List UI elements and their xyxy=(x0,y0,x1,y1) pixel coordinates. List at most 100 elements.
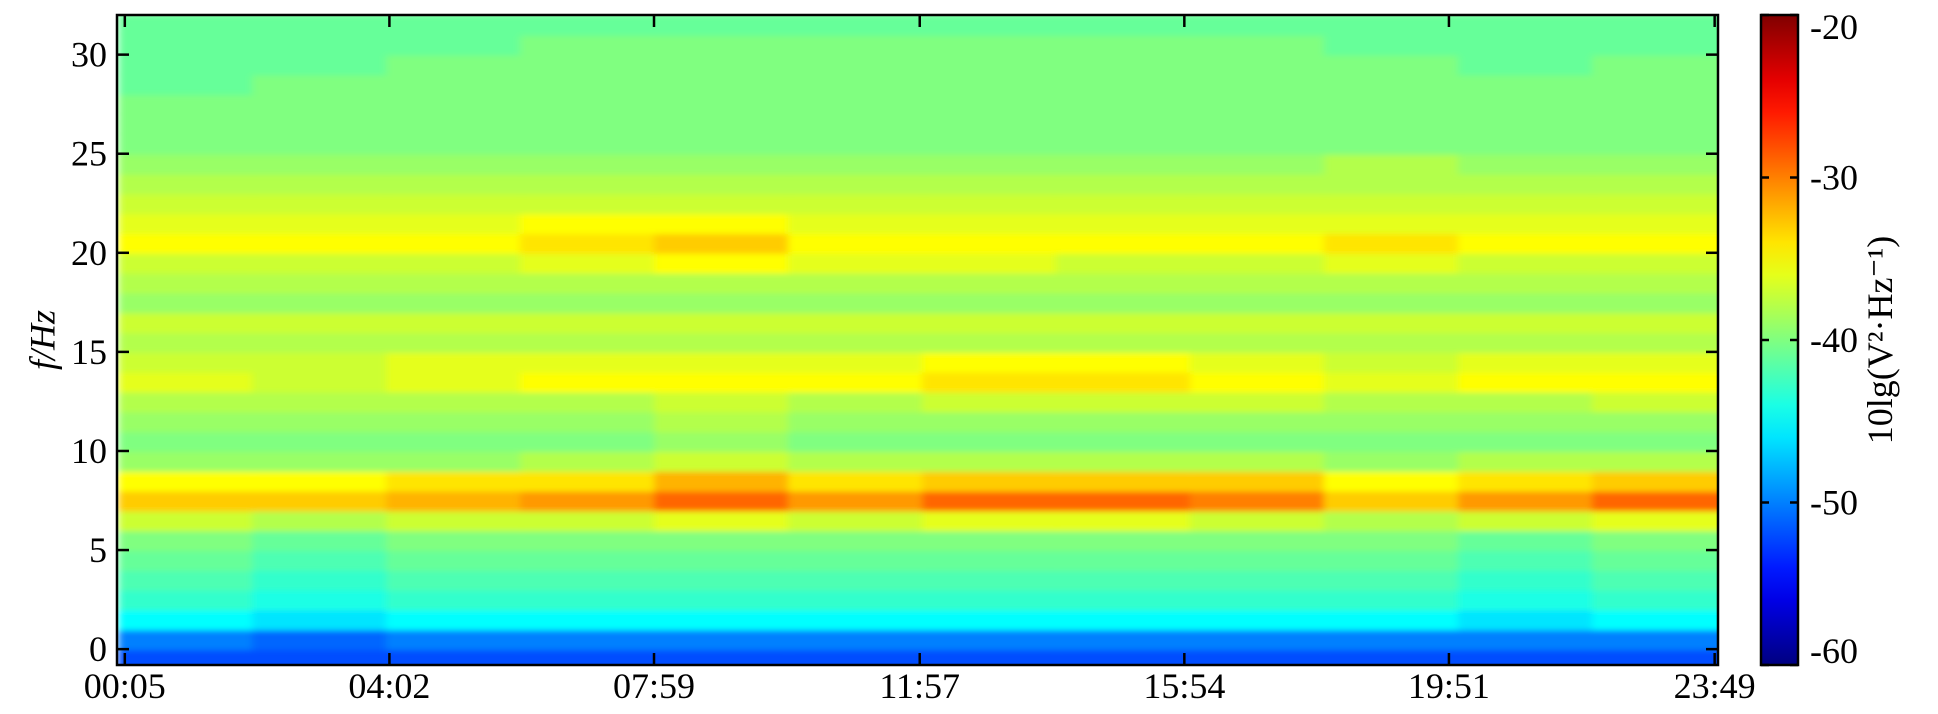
heatmap-cell xyxy=(1056,231,1193,254)
heatmap-cell xyxy=(1591,410,1718,433)
plot-frame xyxy=(115,13,1720,667)
heatmap-cell xyxy=(1056,291,1193,314)
heatmap-cell xyxy=(118,628,255,651)
heatmap-cell xyxy=(654,469,791,492)
heatmap-cell xyxy=(118,331,255,353)
heatmap-cell xyxy=(252,291,389,314)
heatmap-cell xyxy=(386,608,523,631)
heatmap-cell xyxy=(1591,549,1718,571)
heatmap-cell xyxy=(386,15,523,36)
x-tick-label: 00:05 xyxy=(84,666,166,706)
heatmap-cell xyxy=(922,489,1059,512)
heatmap-cell xyxy=(1056,430,1193,452)
heatmap-cell xyxy=(1190,251,1327,274)
heatmap-cell xyxy=(386,251,523,274)
heatmap-cell xyxy=(386,132,523,155)
heatmap-cell xyxy=(1190,33,1327,56)
heatmap-cell xyxy=(922,390,1059,413)
heatmap-cell xyxy=(1591,370,1718,393)
heatmap-cell xyxy=(520,192,657,215)
heatmap-cell xyxy=(386,588,523,611)
heatmap-cell xyxy=(922,271,1059,294)
heatmap-cell xyxy=(520,73,657,96)
heatmap-cell xyxy=(1056,15,1193,36)
heatmap-cell xyxy=(1190,370,1327,393)
heatmap-cell xyxy=(654,212,791,234)
heatmap-cell xyxy=(118,132,255,155)
heatmap-cell xyxy=(386,152,523,175)
heatmap-cell xyxy=(788,608,925,631)
heatmap-cell xyxy=(1190,212,1327,234)
heatmap-cell xyxy=(788,172,925,195)
heatmap-cell xyxy=(1324,251,1460,274)
heatmap-cell xyxy=(1324,73,1460,96)
heatmap-cell xyxy=(1591,73,1718,96)
heatmap-cell xyxy=(922,430,1059,452)
colorbar-tick-label: -60 xyxy=(1810,631,1858,671)
heatmap-cell xyxy=(922,152,1059,175)
heatmap-cell xyxy=(252,449,389,472)
heatmap-cell xyxy=(252,529,389,552)
heatmap-cell xyxy=(1591,311,1718,334)
heatmap-cell xyxy=(922,529,1059,552)
heatmap-cell xyxy=(520,53,657,76)
heatmap-cell xyxy=(386,370,523,393)
heatmap-cell xyxy=(788,73,925,96)
heatmap-cell xyxy=(1056,212,1193,234)
heatmap-cell xyxy=(654,509,791,532)
heatmap-cell xyxy=(1324,370,1460,393)
heatmap-cell xyxy=(788,648,925,665)
heatmap-cell xyxy=(520,212,657,234)
heatmap-cell xyxy=(1190,192,1327,215)
heatmap-cell xyxy=(1457,73,1594,96)
heatmap-cell xyxy=(252,251,389,274)
heatmap-cell xyxy=(788,192,925,215)
heatmap-cell xyxy=(1324,549,1460,571)
heatmap-cell xyxy=(1056,469,1193,492)
heatmap-cell xyxy=(252,370,389,393)
heatmap-cell xyxy=(1324,152,1460,175)
heatmap xyxy=(118,15,1718,665)
heatmap-cell xyxy=(654,350,791,373)
heatmap-cell xyxy=(252,192,389,215)
heatmap-cell xyxy=(654,192,791,215)
heatmap-cell xyxy=(118,529,255,552)
y-tick-label: 10 xyxy=(71,431,107,471)
heatmap-cell xyxy=(520,93,657,116)
heatmap-cell xyxy=(1056,132,1193,155)
heatmap-cell xyxy=(1324,33,1460,56)
heatmap-cell xyxy=(654,33,791,56)
heatmap-cell xyxy=(252,489,389,512)
heatmap-cell xyxy=(386,648,523,665)
heatmap-cell xyxy=(1190,430,1327,452)
heatmap-cell xyxy=(1190,152,1327,175)
heatmap-cell xyxy=(788,628,925,651)
heatmap-cell xyxy=(1190,608,1327,631)
heatmap-cell xyxy=(788,212,925,234)
heatmap-cell xyxy=(1056,73,1193,96)
heatmap-cell xyxy=(1056,152,1193,175)
heatmap-cell xyxy=(1591,231,1718,254)
heatmap-cell xyxy=(1591,648,1718,665)
heatmap-cell xyxy=(654,489,791,512)
heatmap-cell xyxy=(1457,212,1594,234)
heatmap-cell xyxy=(520,509,657,532)
heatmap-cell xyxy=(788,568,925,591)
heatmap-cell xyxy=(252,311,389,334)
heatmap-cell xyxy=(922,192,1059,215)
heatmap-cell xyxy=(1056,568,1193,591)
heatmap-cell xyxy=(1591,628,1718,651)
heatmap-cell xyxy=(252,231,389,254)
heatmap-cell xyxy=(1056,33,1193,56)
heatmap-cell xyxy=(252,628,389,651)
heatmap-cell xyxy=(1457,529,1594,552)
heatmap-cell xyxy=(922,331,1059,353)
heatmap-cell xyxy=(520,350,657,373)
heatmap-cell xyxy=(1190,15,1327,36)
heatmap-cell xyxy=(520,529,657,552)
heatmap-cell xyxy=(1457,33,1594,56)
heatmap-cell xyxy=(654,410,791,433)
heatmap-cell xyxy=(1056,549,1193,571)
heatmap-cell xyxy=(1457,449,1594,472)
heatmap-cell xyxy=(520,390,657,413)
